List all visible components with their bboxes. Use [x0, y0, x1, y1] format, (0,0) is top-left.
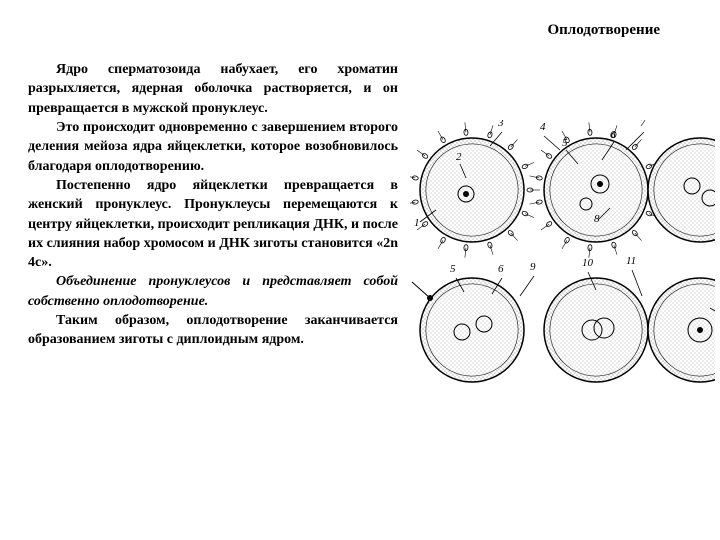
fertilization-diagram: 12345678956101112: [410, 120, 715, 420]
svg-text:1: 1: [414, 217, 420, 229]
svg-text:11: 11: [626, 255, 636, 267]
svg-text:4: 4: [540, 121, 546, 133]
svg-text:5: 5: [450, 263, 456, 275]
paragraph-3: Постепенно ядро яйцеклетки превращается …: [28, 176, 398, 273]
svg-text:7: 7: [640, 120, 646, 129]
svg-text:6: 6: [610, 129, 616, 141]
paragraph-2: Это происходит одновременно с завершение…: [28, 118, 398, 176]
svg-text:5: 5: [562, 137, 568, 149]
page-title: Оплодотворение: [548, 22, 661, 39]
svg-text:10: 10: [582, 257, 594, 269]
svg-text:8: 8: [594, 213, 600, 225]
paragraph-1: Ядро сперматозоида набухает, его хромати…: [28, 60, 398, 118]
svg-text:2: 2: [456, 151, 462, 163]
text-block: Ядро сперматозоида набухает, его хромати…: [28, 60, 398, 350]
svg-text:9: 9: [530, 261, 536, 273]
paragraph-4: Объединение пронуклеусов и представляет …: [28, 272, 398, 311]
svg-text:6: 6: [498, 263, 504, 275]
svg-text:3: 3: [497, 120, 504, 129]
paragraph-5: Таким образом, оплодотворение заканчивае…: [28, 311, 398, 350]
